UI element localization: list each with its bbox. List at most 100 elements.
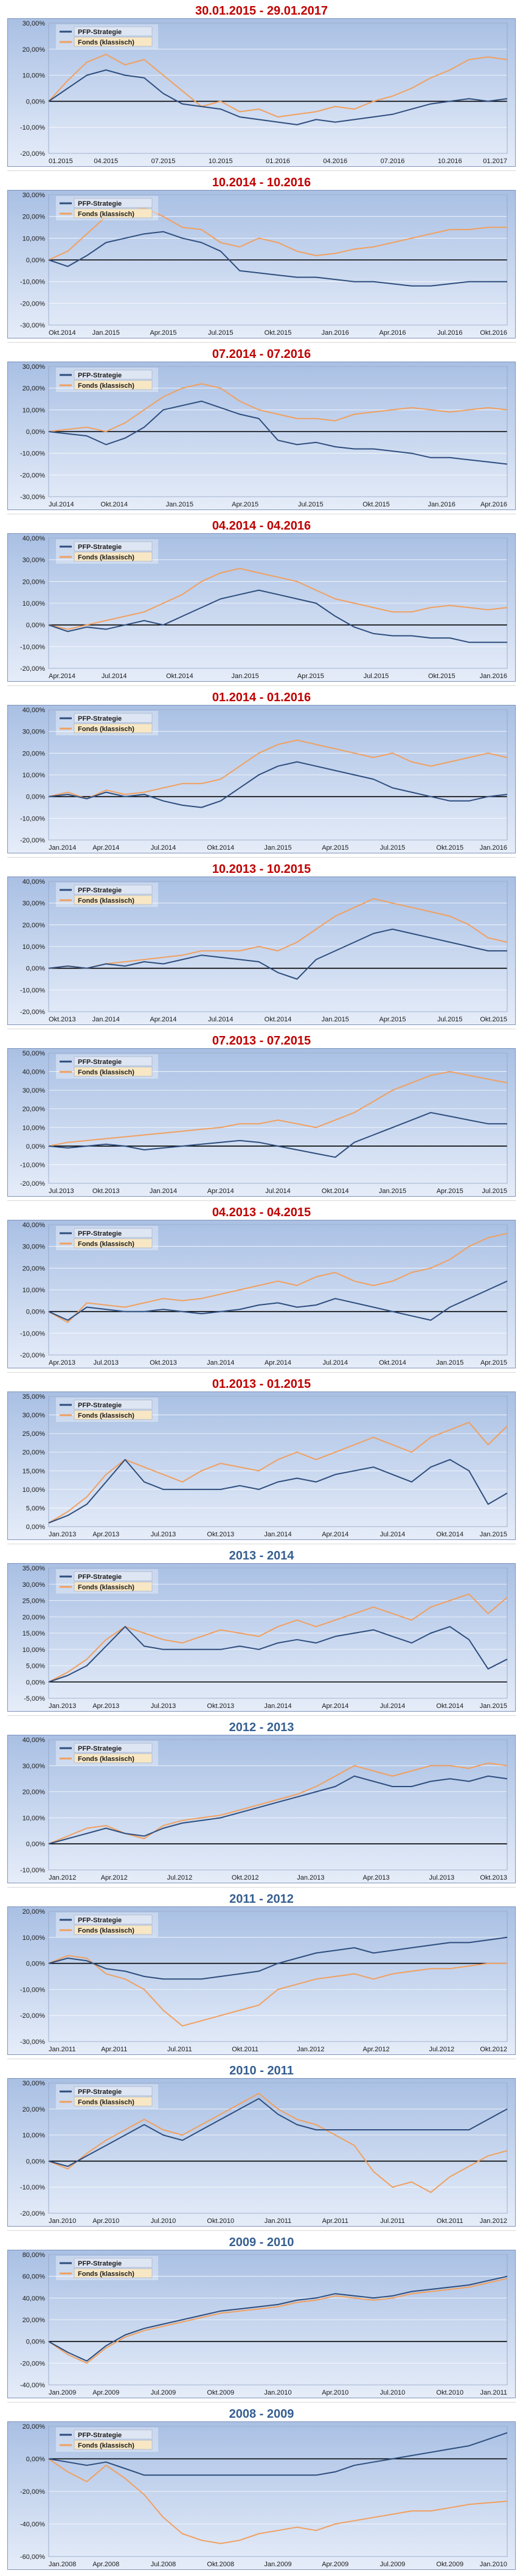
x-tick-label: Jul.2014 (102, 673, 127, 680)
legend-label-fund: Fonds (klassisch) (78, 1241, 134, 1248)
y-tick-label: 30,00% (23, 729, 46, 736)
legend: PFP-Strategie Fonds (klassisch) (56, 711, 158, 735)
series-line-strategy (48, 1626, 508, 1683)
legend-label-fund: Fonds (klassisch) (78, 382, 134, 390)
y-tick-label: 10,00% (23, 943, 46, 951)
legend-label-strategy: PFP-Strategie (78, 1745, 122, 1752)
legend-label-box-strategy (74, 884, 153, 895)
legend-label-fund: Fonds (klassisch) (78, 1584, 134, 1591)
x-tick-label: Okt.2014 (265, 1016, 292, 1023)
chart-title: 07.2014 - 07.2016 (212, 348, 311, 361)
line-chart: 35,00% 30,00% 25,00% 20,00% 15,00% 10,00% 5,00… (7, 1563, 516, 1712)
x-tick-label: Apr.2009 (92, 2389, 119, 2396)
chart-separator (7, 342, 516, 343)
x-tick-label: 01.2017 (483, 158, 507, 165)
x-tick-label: Jan.2013 (49, 1703, 76, 1710)
legend-label-fund: Fonds (klassisch) (78, 897, 134, 905)
legend-label-box-fund (74, 37, 153, 47)
legend: PFP-Strategie Fonds (klassisch) (56, 1398, 158, 1422)
x-tick-label: Jan.2016 (322, 329, 349, 337)
legend-label-fund: Fonds (klassisch) (78, 2270, 134, 2278)
x-tick-label: Apr.2014 (322, 1531, 348, 1538)
legend: PFP-Strategie Fonds (klassisch) (56, 24, 158, 49)
x-tick-label: Jan.2009 (264, 2561, 291, 2568)
legend-label-box-fund (74, 1238, 153, 1248)
x-tick-label: Jul.2014 (380, 1703, 406, 1710)
y-tick-label: 0,00% (26, 1143, 45, 1150)
chart-title: 07.2013 - 07.2015 (212, 1034, 311, 1048)
y-tick-label: 35,00% (23, 1393, 46, 1401)
legend-label-box-strategy (74, 26, 153, 37)
x-tick-label: Jul.2015 (380, 844, 406, 852)
x-tick-label: Jan.2013 (297, 1874, 324, 1881)
chart-block: 04.2014 - 04.2016 40,00% 30,00% 20,00% 10,00… (0, 517, 523, 687)
series-line-strategy (48, 1280, 508, 1321)
line-chart: 40,00% 30,00% 20,00% 10,00% 0,00% -10,00% -20,… (7, 877, 516, 1025)
y-tick-label: 10,00% (23, 235, 46, 242)
series-line-strategy (48, 761, 508, 808)
x-tick-label: Apr.2015 (437, 1188, 463, 1195)
x-tick-label: 01.2015 (49, 158, 73, 165)
x-tick-label: 07.2016 (381, 158, 405, 165)
x-tick-label: Jul.2012 (429, 2046, 454, 2053)
chart-block: 10.2014 - 10.2016 30,00% 20,00% 10,00% 0,00%… (0, 174, 523, 343)
y-tick-label: -20,00% (20, 1180, 45, 1188)
chart-block: 07.2014 - 07.2016 30,00% 20,00% 10,00% 0,00%… (0, 346, 523, 515)
y-tick-label: 20,00% (23, 214, 46, 221)
y-tick-label: 40,00% (23, 878, 46, 886)
plot-area (48, 1567, 508, 1699)
x-tick-label: Jan.2011 (480, 2389, 507, 2396)
y-tick-label: 10,00% (23, 1815, 46, 1822)
chart-block: 01.2014 - 01.2016 40,00% 30,00% 20,00% 10,00… (0, 689, 523, 858)
y-tick-label: 10,00% (23, 600, 46, 607)
y-tick-label: 30,00% (23, 1763, 46, 1770)
x-tick-label: Apr.2010 (92, 2217, 119, 2225)
chart-block: 2008 - 2009 20,00% 0,00% -20,00% -40,00% -60,… (0, 2406, 523, 2575)
y-tick-label: 0,00% (26, 429, 45, 436)
series-line-strategy (48, 928, 507, 980)
x-tick-label: Okt.2014 (49, 329, 76, 337)
x-tick-label: Jan.2012 (297, 2046, 324, 2053)
x-tick-label: Okt.2014 (322, 1188, 349, 1195)
series-line-fund (48, 2458, 508, 2544)
y-tick-label: 0,00% (26, 2339, 45, 2346)
x-tick-label: Jul.2014 (208, 1016, 234, 1023)
legend-label-box-strategy (74, 1914, 153, 1925)
x-tick-label: Apr.2013 (92, 1703, 119, 1710)
legend-label-fund: Fonds (klassisch) (78, 1412, 134, 1419)
x-tick-label: Apr.2014 (49, 673, 75, 680)
y-tick-label: 0,00% (26, 1841, 45, 1848)
x-tick-label: Jul.2014 (151, 844, 176, 852)
x-tick-label: Jan.2015 (264, 844, 291, 852)
y-tick-label: -30,00% (20, 2039, 45, 2046)
x-tick-label: Okt.2013 (207, 1531, 234, 1538)
x-tick-label: Okt.2011 (437, 2217, 463, 2225)
series-line-fund (48, 739, 508, 800)
x-tick-label: Jul.2014 (322, 1359, 348, 1367)
legend-label-fund: Fonds (klassisch) (78, 1755, 134, 1763)
legend-label-fund: Fonds (klassisch) (78, 39, 134, 46)
line-chart: 30,00% 20,00% 10,00% 0,00% -10,00% -20,00% -30… (7, 362, 516, 510)
line-chart: 30,00% 20,00% 10,00% 0,00% -10,00% -20,00% Jan… (7, 2078, 516, 2227)
x-tick-label: Jan.2010 (480, 2561, 507, 2568)
legend-label-fund: Fonds (klassisch) (78, 211, 134, 218)
x-tick-label: Apr.2015 (379, 1016, 406, 1023)
legend-label-box-fund (74, 723, 153, 733)
legend-label-strategy: PFP-Strategie (78, 1573, 122, 1581)
y-tick-label: 35,00% (23, 1565, 46, 1572)
chart-separator (7, 1715, 516, 1716)
y-tick-label: 15,00% (23, 1468, 46, 1475)
y-tick-label: 5,00% (26, 1663, 45, 1670)
legend-label-box-fund (74, 1753, 153, 1763)
y-tick-label: 20,00% (23, 1908, 46, 1916)
y-tick-label: 20,00% (23, 1614, 46, 1621)
chart-separator (7, 1372, 516, 1373)
x-tick-label: Jul.2014 (265, 1188, 291, 1195)
line-chart: 80,00% 60,00% 40,00% 20,00% 0,00% -20,00% -40,… (7, 2250, 516, 2398)
y-tick-label: 20,00% (23, 750, 46, 757)
legend: PFP-Strategie Fonds (klassisch) (56, 2084, 158, 2109)
x-tick-label: 10.2016 (438, 158, 462, 165)
chart-separator (7, 2230, 516, 2231)
series-line-strategy (48, 2275, 508, 2362)
